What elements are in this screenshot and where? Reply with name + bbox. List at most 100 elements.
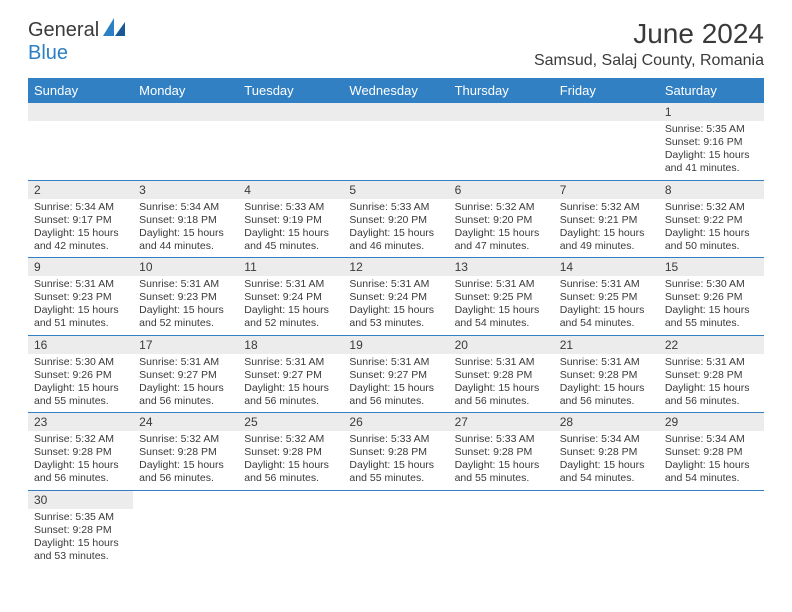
calendar-cell: 22Sunrise: 5:31 AMSunset: 9:28 PMDayligh… — [659, 335, 764, 413]
daylight-text: Daylight: 15 hours — [139, 382, 232, 395]
daylight-text: Daylight: 15 hours — [139, 459, 232, 472]
day-number: 12 — [343, 258, 448, 276]
daylight-text: and 50 minutes. — [665, 240, 758, 253]
daylight-text: and 56 minutes. — [34, 472, 127, 485]
daylight-text: Daylight: 15 hours — [139, 304, 232, 317]
daylight-text: Daylight: 15 hours — [244, 304, 337, 317]
sunrise-text: Sunrise: 5:32 AM — [665, 201, 758, 214]
day-details: Sunrise: 5:34 AMSunset: 9:28 PMDaylight:… — [554, 431, 659, 490]
day-number: 24 — [133, 413, 238, 431]
calendar-cell: 21Sunrise: 5:31 AMSunset: 9:28 PMDayligh… — [554, 335, 659, 413]
daylight-text: Daylight: 15 hours — [244, 459, 337, 472]
sunset-text: Sunset: 9:20 PM — [349, 214, 442, 227]
weekday-header: Monday — [133, 78, 238, 103]
day-number: 8 — [659, 181, 764, 199]
sunrise-text: Sunrise: 5:31 AM — [139, 278, 232, 291]
daylight-text: and 56 minutes. — [560, 395, 653, 408]
daylight-text: and 56 minutes. — [455, 395, 548, 408]
daylight-text: Daylight: 15 hours — [560, 227, 653, 240]
day-details: Sunrise: 5:33 AMSunset: 9:19 PMDaylight:… — [238, 199, 343, 258]
day-details: Sunrise: 5:31 AMSunset: 9:23 PMDaylight:… — [28, 276, 133, 335]
day-number: 13 — [449, 258, 554, 276]
daylight-text: and 53 minutes. — [349, 317, 442, 330]
day-details: Sunrise: 5:31 AMSunset: 9:28 PMDaylight:… — [554, 354, 659, 413]
day-details: Sunrise: 5:32 AMSunset: 9:28 PMDaylight:… — [28, 431, 133, 490]
sunrise-text: Sunrise: 5:34 AM — [34, 201, 127, 214]
daylight-text: Daylight: 15 hours — [34, 382, 127, 395]
location-text: Samsud, Salaj County, Romania — [534, 52, 764, 70]
sunset-text: Sunset: 9:23 PM — [139, 291, 232, 304]
sunset-text: Sunset: 9:27 PM — [244, 369, 337, 382]
day-number: 20 — [449, 336, 554, 354]
calendar-cell — [659, 490, 764, 567]
day-number: 2 — [28, 181, 133, 199]
day-details: Sunrise: 5:32 AMSunset: 9:20 PMDaylight:… — [449, 199, 554, 258]
calendar-cell — [449, 490, 554, 567]
sunset-text: Sunset: 9:16 PM — [665, 136, 758, 149]
daylight-text: Daylight: 15 hours — [34, 537, 127, 550]
sunrise-text: Sunrise: 5:33 AM — [455, 433, 548, 446]
sunset-text: Sunset: 9:19 PM — [244, 214, 337, 227]
daylight-text: and 54 minutes. — [560, 472, 653, 485]
sunrise-text: Sunrise: 5:32 AM — [34, 433, 127, 446]
sunset-text: Sunset: 9:26 PM — [665, 291, 758, 304]
calendar-cell: 6Sunrise: 5:32 AMSunset: 9:20 PMDaylight… — [449, 180, 554, 258]
day-number: 14 — [554, 258, 659, 276]
brand-text: GeneralBlue — [28, 18, 125, 65]
daylight-text: Daylight: 15 hours — [349, 304, 442, 317]
sunset-text: Sunset: 9:28 PM — [34, 446, 127, 459]
calendar-row: 16Sunrise: 5:30 AMSunset: 9:26 PMDayligh… — [28, 335, 764, 413]
sunrise-text: Sunrise: 5:31 AM — [560, 278, 653, 291]
calendar-cell: 10Sunrise: 5:31 AMSunset: 9:23 PMDayligh… — [133, 258, 238, 336]
day-number: 17 — [133, 336, 238, 354]
calendar-cell: 29Sunrise: 5:34 AMSunset: 9:28 PMDayligh… — [659, 413, 764, 491]
day-number: 6 — [449, 181, 554, 199]
calendar-cell: 15Sunrise: 5:30 AMSunset: 9:26 PMDayligh… — [659, 258, 764, 336]
month-title: June 2024 — [534, 18, 764, 50]
calendar-row: 1Sunrise: 5:35 AMSunset: 9:16 PMDaylight… — [28, 103, 764, 180]
calendar-cell: 2Sunrise: 5:34 AMSunset: 9:17 PMDaylight… — [28, 180, 133, 258]
daylight-text: Daylight: 15 hours — [665, 227, 758, 240]
daylight-text: and 56 minutes. — [665, 395, 758, 408]
day-details: Sunrise: 5:31 AMSunset: 9:23 PMDaylight:… — [133, 276, 238, 335]
sunrise-text: Sunrise: 5:31 AM — [244, 278, 337, 291]
sunrise-text: Sunrise: 5:31 AM — [244, 356, 337, 369]
daylight-text: Daylight: 15 hours — [455, 304, 548, 317]
day-details: Sunrise: 5:33 AMSunset: 9:20 PMDaylight:… — [343, 199, 448, 258]
daylight-text: and 52 minutes. — [244, 317, 337, 330]
daylight-text: Daylight: 15 hours — [349, 382, 442, 395]
weekday-header: Wednesday — [343, 78, 448, 103]
daylight-text: and 52 minutes. — [139, 317, 232, 330]
day-number: 21 — [554, 336, 659, 354]
sail-icon — [103, 18, 125, 42]
day-number: 23 — [28, 413, 133, 431]
day-number: 22 — [659, 336, 764, 354]
sunset-text: Sunset: 9:20 PM — [455, 214, 548, 227]
calendar-cell: 4Sunrise: 5:33 AMSunset: 9:19 PMDaylight… — [238, 180, 343, 258]
daylight-text: and 56 minutes. — [244, 472, 337, 485]
day-number: 16 — [28, 336, 133, 354]
brand-logo: GeneralBlue — [28, 18, 125, 65]
calendar-cell: 1Sunrise: 5:35 AMSunset: 9:16 PMDaylight… — [659, 103, 764, 180]
empty-day-bar — [133, 103, 238, 121]
day-details: Sunrise: 5:35 AMSunset: 9:16 PMDaylight:… — [659, 121, 764, 180]
calendar-cell: 20Sunrise: 5:31 AMSunset: 9:28 PMDayligh… — [449, 335, 554, 413]
sunset-text: Sunset: 9:21 PM — [560, 214, 653, 227]
day-number: 11 — [238, 258, 343, 276]
sunset-text: Sunset: 9:28 PM — [455, 369, 548, 382]
day-number: 15 — [659, 258, 764, 276]
calendar-cell — [133, 490, 238, 567]
sunset-text: Sunset: 9:28 PM — [244, 446, 337, 459]
daylight-text: Daylight: 15 hours — [560, 304, 653, 317]
day-number: 4 — [238, 181, 343, 199]
brand-part1: General — [28, 19, 99, 41]
day-details: Sunrise: 5:32 AMSunset: 9:28 PMDaylight:… — [238, 431, 343, 490]
calendar-cell: 3Sunrise: 5:34 AMSunset: 9:18 PMDaylight… — [133, 180, 238, 258]
sunset-text: Sunset: 9:26 PM — [34, 369, 127, 382]
calendar-row: 2Sunrise: 5:34 AMSunset: 9:17 PMDaylight… — [28, 180, 764, 258]
sunrise-text: Sunrise: 5:31 AM — [349, 356, 442, 369]
sunset-text: Sunset: 9:23 PM — [34, 291, 127, 304]
sunset-text: Sunset: 9:25 PM — [455, 291, 548, 304]
sunrise-text: Sunrise: 5:31 AM — [34, 278, 127, 291]
sunset-text: Sunset: 9:28 PM — [455, 446, 548, 459]
